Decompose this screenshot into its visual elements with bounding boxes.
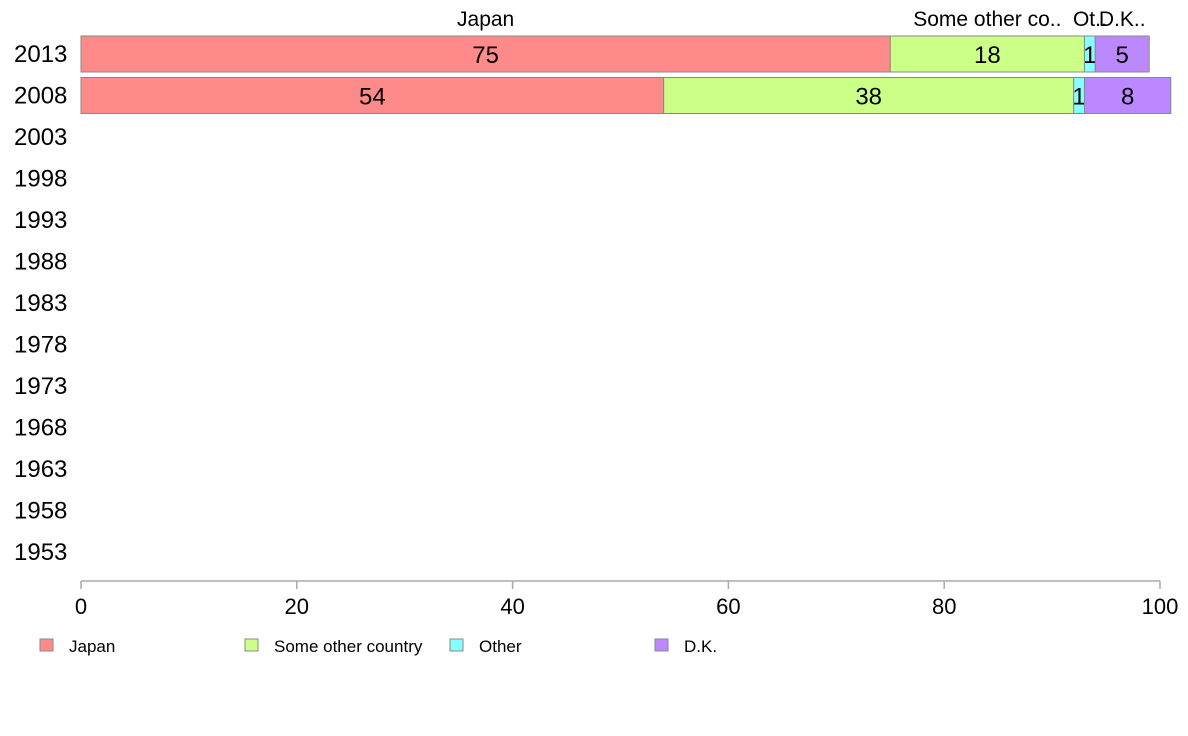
legend-swatch [449, 638, 464, 652]
legend-label: D.K. [684, 637, 717, 656]
bar-segment [663, 77, 1075, 114]
y-tick-label: 1968 [14, 415, 67, 442]
y-tick-label: 1993 [14, 207, 67, 234]
y-tick-label: 2013 [14, 41, 67, 68]
y-tick-label: 1958 [14, 498, 67, 525]
bar-segment [80, 77, 665, 114]
y-axis-labels: 2013 2008 2003 1998 1993 1988 1983 1978 1973 1968… [14, 41, 67, 566]
data-label: 1 [1072, 84, 1085, 111]
x-tick-label: 40 [500, 594, 524, 619]
bar-segment [889, 35, 1085, 73]
legend: Japan Some other country Other D.K. [39, 637, 717, 656]
data-label: 18 [974, 42, 1001, 69]
data-label: 5 [1116, 42, 1129, 69]
data-label: 54 [359, 84, 386, 111]
bar-segment [1083, 77, 1172, 114]
data-label: 75 [472, 42, 499, 69]
y-tick-label: 2003 [14, 124, 67, 151]
y-tick-label: 1988 [14, 249, 67, 276]
x-tick-label: 0 [75, 594, 87, 619]
legend-label: Japan [69, 637, 115, 656]
y-tick-label: 2008 [14, 83, 67, 110]
bars-layer: 75 18 1 554 38 1 8 [80, 35, 1172, 114]
top-category-label: Some other co.. [913, 8, 1061, 31]
x-tick-label: 80 [932, 594, 956, 619]
data-label: 1 [1083, 42, 1096, 69]
y-tick-label: 1963 [14, 456, 67, 483]
legend-swatch [654, 638, 669, 652]
top-category-label: Ot.. [1073, 8, 1107, 31]
x-tick-label: 100 [1142, 594, 1179, 619]
y-tick-label: 1998 [14, 166, 67, 193]
bar-segment [1094, 35, 1150, 73]
top-category-labels: Japan Some other co.. Ot..D.K.. [457, 8, 1146, 31]
y-tick-label: 1983 [14, 290, 67, 317]
y-tick-label: 1973 [14, 373, 67, 400]
legend-swatch [244, 638, 259, 652]
legend-swatch [39, 638, 54, 652]
legend-label: Some other country [274, 637, 423, 656]
legend-label: Other [479, 637, 522, 656]
top-category-label: D.K.. [1099, 8, 1146, 31]
x-tick-label: 20 [285, 594, 309, 619]
data-label: 38 [855, 84, 882, 111]
y-tick-label: 1953 [14, 539, 67, 566]
x-tick-label: 60 [716, 594, 740, 619]
data-label: 8 [1121, 84, 1134, 111]
x-axis: 0 20 40 60 80 100 [75, 580, 1179, 619]
y-tick-label: 1978 [14, 332, 67, 359]
top-category-label: Japan [457, 8, 514, 31]
